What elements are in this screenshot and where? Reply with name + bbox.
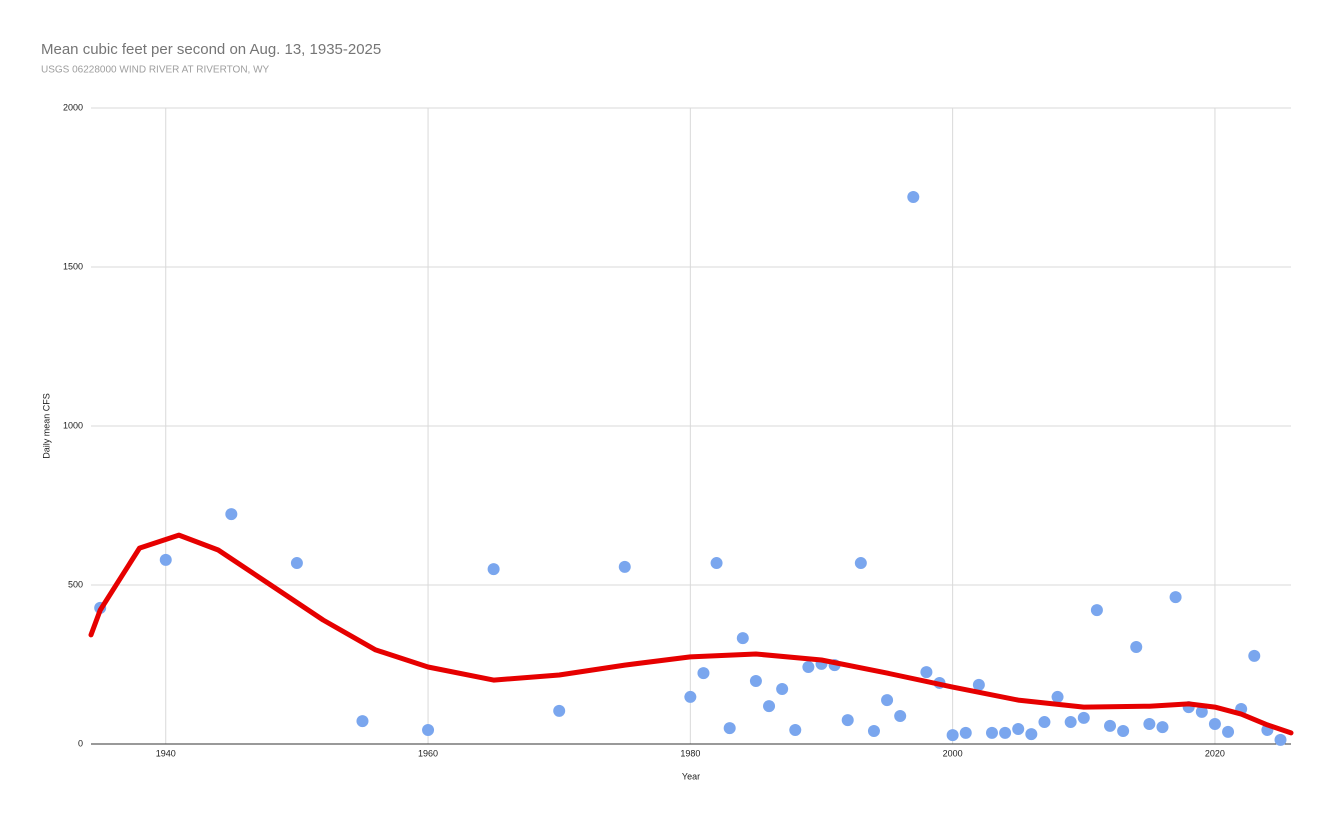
y-axis-title: Daily mean CFS xyxy=(41,393,51,459)
y-tick-label: 0 xyxy=(78,738,83,748)
x-tick-label: 2020 xyxy=(1205,748,1225,758)
point xyxy=(736,632,749,645)
point xyxy=(1248,649,1261,662)
point xyxy=(356,715,369,728)
x-tick-label: 1980 xyxy=(680,748,700,758)
point xyxy=(789,724,802,737)
point xyxy=(1222,725,1235,738)
point xyxy=(1274,733,1287,746)
point xyxy=(920,666,933,679)
point xyxy=(723,722,736,735)
point xyxy=(999,726,1012,739)
x-tick-label: 1940 xyxy=(156,748,176,758)
y-tick-label: 1500 xyxy=(63,261,83,271)
x-tick-label: 2000 xyxy=(943,748,963,758)
point xyxy=(1156,721,1169,734)
point xyxy=(1208,717,1221,730)
point xyxy=(946,729,959,742)
x-axis-title: Year xyxy=(682,771,700,781)
point xyxy=(697,667,710,680)
point xyxy=(841,714,854,727)
point xyxy=(854,557,867,570)
point xyxy=(553,704,566,717)
chart-title: Mean cubic feet per second on Aug. 13, 1… xyxy=(41,41,381,58)
point xyxy=(290,557,303,570)
trendline xyxy=(88,532,1294,736)
y-tick-label: 2000 xyxy=(63,102,83,112)
point xyxy=(1130,641,1143,654)
point xyxy=(959,726,972,739)
point xyxy=(487,563,500,576)
point xyxy=(1077,711,1090,724)
point xyxy=(1143,717,1156,730)
point xyxy=(159,553,172,566)
point xyxy=(1104,719,1117,732)
point xyxy=(894,710,907,723)
point xyxy=(881,694,894,707)
point xyxy=(1038,716,1051,729)
point xyxy=(1195,705,1208,718)
point xyxy=(710,557,723,570)
point xyxy=(684,690,697,703)
y-tick-label: 500 xyxy=(68,579,83,589)
point xyxy=(1169,591,1182,604)
point xyxy=(972,678,985,691)
y-tick-label: 1000 xyxy=(63,420,83,430)
point xyxy=(422,724,435,737)
point xyxy=(225,508,238,521)
point xyxy=(1064,716,1077,729)
x-tick-label: 1960 xyxy=(418,748,438,758)
point xyxy=(618,560,631,573)
point xyxy=(776,682,789,695)
point xyxy=(749,675,762,688)
point xyxy=(907,191,920,204)
point xyxy=(1012,723,1025,736)
point xyxy=(1025,728,1038,741)
point xyxy=(1117,724,1130,737)
point xyxy=(802,661,815,674)
point xyxy=(985,726,998,739)
point xyxy=(1051,690,1064,703)
point xyxy=(763,700,776,713)
point xyxy=(1090,604,1103,617)
chart-subtitle: USGS 06228000 WIND RIVER AT RIVERTON, WY xyxy=(41,65,270,76)
point xyxy=(867,724,880,737)
